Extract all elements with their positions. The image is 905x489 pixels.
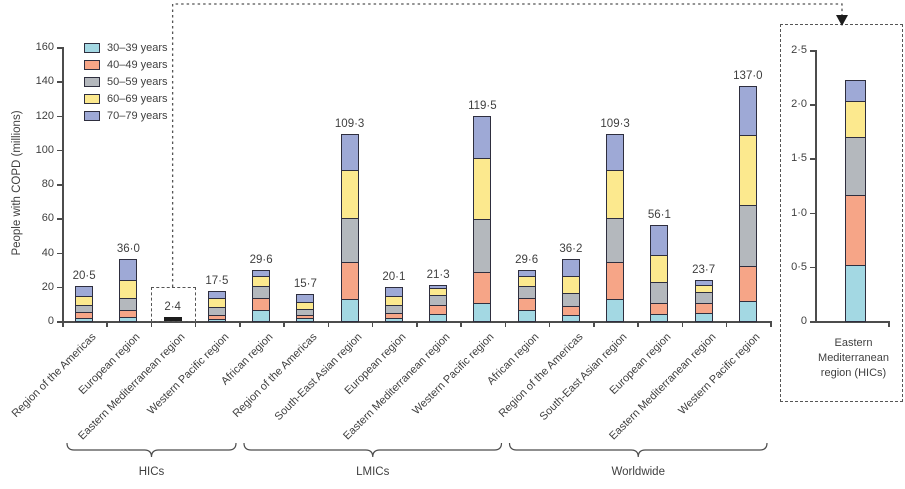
inset-y-tick xyxy=(810,104,815,106)
x-tick xyxy=(371,321,374,327)
x-tick xyxy=(239,321,241,327)
legend-item: 70–79 years xyxy=(84,109,168,123)
y-tick xyxy=(57,184,62,186)
inset-bar-segment xyxy=(845,100,866,138)
legend-swatch-4 xyxy=(84,94,100,104)
x-tick xyxy=(504,321,506,327)
legend-item: 50–59 years xyxy=(84,75,168,89)
y-tick xyxy=(57,218,62,220)
x-tick xyxy=(770,321,772,327)
legend-label: 50–59 years xyxy=(107,76,168,88)
y-tick-label: 0 xyxy=(47,315,54,327)
group-label: HICs xyxy=(138,466,165,478)
inset-bar-segment xyxy=(845,136,866,197)
callout-box xyxy=(150,287,196,322)
inset-y-tick xyxy=(810,212,815,215)
y-tick xyxy=(57,321,62,323)
x-tick xyxy=(106,321,108,327)
legend-swatch-3 xyxy=(84,77,100,87)
y-tick-label: 20 xyxy=(41,280,54,293)
inset-bar-segment xyxy=(845,264,866,322)
y-tick xyxy=(57,115,62,117)
x-tick xyxy=(593,321,595,327)
bar-segment xyxy=(207,291,226,300)
inset-x-tick xyxy=(888,321,890,327)
y-tick-label: 120 xyxy=(35,109,54,122)
inset-y-tick-label: 1·0 xyxy=(791,206,807,219)
legend-swatch-2 xyxy=(84,60,100,70)
y-tick xyxy=(57,81,62,83)
bar-segment xyxy=(119,259,138,282)
legend-item: 40–49 years xyxy=(84,58,168,72)
y-tick-label: 100 xyxy=(35,143,54,156)
y-tick-label: 40 xyxy=(41,246,54,259)
legend-label: 30–39 years xyxy=(107,42,168,54)
y-axis-line xyxy=(62,47,64,322)
y-tick xyxy=(57,47,62,49)
inset-category-label: region (HICs) xyxy=(820,367,887,379)
inset-category-label: Eastern xyxy=(834,337,873,349)
legend-label: 60–69 years xyxy=(107,93,168,105)
inset-bar-segment xyxy=(845,195,866,266)
x-tick xyxy=(548,321,551,327)
legend-item: 30–39 years xyxy=(84,41,168,55)
x-tick xyxy=(283,321,285,327)
y-tick-label: 80 xyxy=(41,178,54,190)
inset-bar-segment xyxy=(845,80,866,102)
inset-category-label: Mediterranean xyxy=(818,352,889,364)
group-label: LMICs xyxy=(356,466,390,478)
x-tick xyxy=(194,321,197,327)
x-tick xyxy=(150,321,152,327)
inset-y-tick xyxy=(810,50,815,52)
inset-y-tick xyxy=(810,321,815,323)
inset-y-tick xyxy=(810,158,815,160)
y-tick xyxy=(57,286,62,289)
bar-segment xyxy=(384,286,403,297)
y-tick-label: 140 xyxy=(35,75,54,88)
group-label: Worldwide xyxy=(611,466,665,478)
inset-y-tick xyxy=(810,266,815,269)
legend-swatch-1 xyxy=(84,43,100,53)
x-tick xyxy=(681,321,683,327)
y-tick-label: 160 xyxy=(35,41,54,53)
bar-total-label: 2·4 xyxy=(164,300,181,313)
x-tick xyxy=(725,321,728,327)
inset-y-tick-label: 2·0 xyxy=(791,98,807,111)
x-tick xyxy=(416,321,418,327)
y-tick xyxy=(57,149,62,152)
legend-item: 60–69 years xyxy=(84,92,168,106)
inset-y-tick-label: 1·5 xyxy=(791,152,807,165)
bar-total-label: 20·5 xyxy=(72,269,96,282)
legend-label: 70–79 years xyxy=(107,110,168,122)
y-tick xyxy=(57,252,62,254)
x-tick xyxy=(637,321,639,327)
legend-swatch-5 xyxy=(84,111,100,121)
x-tick xyxy=(62,321,64,327)
inset-y-tick-label: 0·5 xyxy=(791,260,807,273)
bar-segment xyxy=(75,285,94,297)
x-tick xyxy=(460,321,462,327)
bar-total-label: 36·0 xyxy=(116,243,140,256)
inset-y-axis-line xyxy=(815,50,817,322)
bar-segment xyxy=(296,294,315,303)
inset-y-tick-label: 2·5 xyxy=(791,44,807,56)
bar-segment-black xyxy=(163,316,182,321)
y-tick-label: 60 xyxy=(41,212,54,225)
legend-label: 40–49 years xyxy=(107,59,168,71)
x-tick xyxy=(327,321,329,327)
inset-y-tick-label: 0 xyxy=(800,315,807,327)
